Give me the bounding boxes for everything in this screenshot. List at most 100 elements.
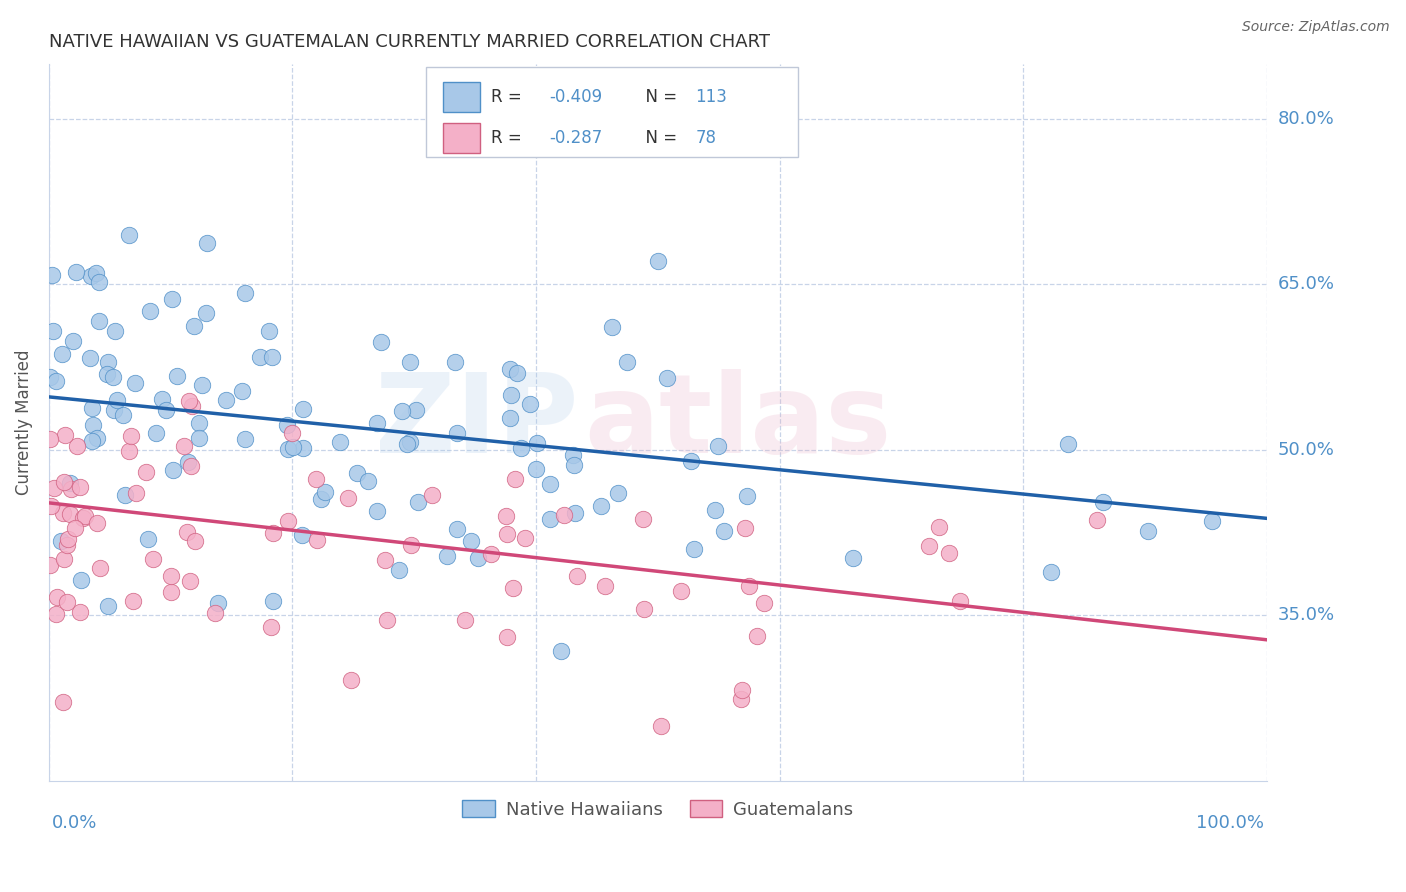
Point xyxy=(366,504,388,518)
Point xyxy=(550,644,572,658)
Point xyxy=(495,631,517,645)
Point xyxy=(446,425,468,440)
Point xyxy=(707,439,730,453)
Text: 0.0%: 0.0% xyxy=(52,814,97,832)
Point xyxy=(460,533,482,548)
Text: 50.0%: 50.0% xyxy=(1278,441,1334,458)
Point xyxy=(177,394,200,409)
Point xyxy=(49,534,72,549)
Text: N =: N = xyxy=(634,129,682,147)
Point xyxy=(305,472,328,486)
Y-axis label: Currently Married: Currently Married xyxy=(15,350,32,495)
Point xyxy=(62,334,84,349)
Point xyxy=(1137,524,1160,538)
Point xyxy=(446,522,468,536)
Point xyxy=(79,351,101,366)
Point xyxy=(46,590,69,604)
Point xyxy=(499,388,522,402)
Point xyxy=(114,488,136,502)
Point xyxy=(45,374,67,388)
Text: 113: 113 xyxy=(696,88,727,106)
Point xyxy=(399,355,422,369)
Point xyxy=(69,573,91,587)
Point xyxy=(52,506,75,520)
Point xyxy=(86,431,108,445)
FancyBboxPatch shape xyxy=(443,82,479,112)
Point xyxy=(118,228,141,243)
Point xyxy=(745,629,768,643)
Point xyxy=(281,425,304,440)
Point xyxy=(179,574,201,588)
Point xyxy=(160,569,183,583)
Point xyxy=(180,399,202,413)
Text: R =: R = xyxy=(491,88,527,106)
Point xyxy=(408,495,430,509)
Point xyxy=(565,569,588,583)
Point xyxy=(139,304,162,318)
Point xyxy=(370,335,392,350)
Point xyxy=(277,514,299,528)
Point xyxy=(84,266,107,280)
Point xyxy=(39,558,62,572)
Point xyxy=(309,491,332,506)
Point xyxy=(467,551,489,566)
Point xyxy=(713,524,735,539)
Point xyxy=(647,254,669,268)
Point xyxy=(69,605,91,619)
Point xyxy=(346,466,368,480)
Point xyxy=(52,696,75,710)
Point xyxy=(160,585,183,599)
Point xyxy=(72,511,94,525)
Point xyxy=(89,561,111,575)
Point xyxy=(56,538,79,552)
Point xyxy=(671,584,693,599)
Point xyxy=(538,476,561,491)
Point xyxy=(591,499,613,513)
Point xyxy=(187,416,209,430)
Point xyxy=(42,482,65,496)
Text: 80.0%: 80.0% xyxy=(1278,110,1334,128)
Point xyxy=(150,392,173,406)
Point xyxy=(260,351,283,365)
Point xyxy=(307,533,329,547)
Point xyxy=(124,376,146,390)
Point xyxy=(257,325,280,339)
Point xyxy=(509,441,531,455)
Point xyxy=(104,324,127,338)
Point xyxy=(842,550,865,565)
Point xyxy=(249,350,271,364)
Point xyxy=(538,512,561,526)
Point xyxy=(262,594,284,608)
Point xyxy=(260,620,283,634)
Point xyxy=(292,401,315,416)
Point xyxy=(136,532,159,546)
Point xyxy=(513,531,536,545)
Point xyxy=(118,444,141,458)
Point xyxy=(96,368,118,382)
Point xyxy=(498,411,520,425)
Point xyxy=(607,486,630,500)
Point xyxy=(59,507,82,521)
Text: -0.409: -0.409 xyxy=(550,88,603,106)
Point xyxy=(399,434,422,449)
Point xyxy=(82,417,104,432)
Point xyxy=(657,371,679,385)
Point xyxy=(1091,495,1114,509)
Point xyxy=(162,463,184,477)
Text: R =: R = xyxy=(491,129,527,147)
Point xyxy=(524,462,547,476)
Point xyxy=(616,354,638,368)
Point xyxy=(734,521,756,535)
Point xyxy=(938,546,960,560)
Point xyxy=(155,402,177,417)
Point xyxy=(166,369,188,384)
Point xyxy=(124,485,146,500)
Point xyxy=(162,292,184,306)
Point xyxy=(650,718,672,732)
Point xyxy=(135,465,157,479)
Point xyxy=(65,265,87,279)
Point xyxy=(56,595,79,609)
Point xyxy=(526,436,548,450)
Point xyxy=(145,425,167,440)
Point xyxy=(366,416,388,430)
